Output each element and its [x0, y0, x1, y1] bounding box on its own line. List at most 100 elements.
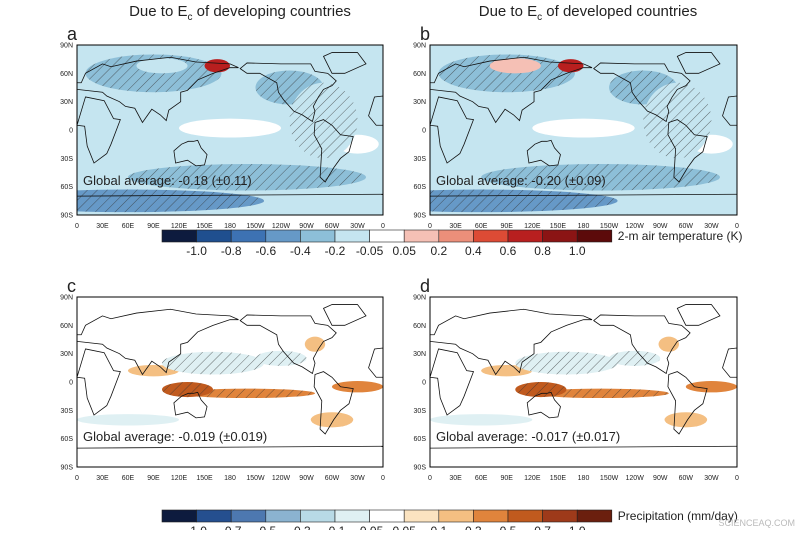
- colorbar-swatch: [196, 229, 232, 243]
- antarctic-coast: [77, 445, 383, 449]
- colorbar-tick-label: -0.6: [255, 244, 276, 258]
- significance-hatch: [289, 82, 358, 159]
- field-patch: [481, 365, 533, 377]
- colorbar-swatch: [473, 509, 509, 523]
- colorbar-tick-label: 0.5: [500, 524, 517, 530]
- colorbar-swatch: [507, 229, 543, 243]
- field-patch: [204, 59, 230, 73]
- colorbar-swatch: [542, 229, 578, 243]
- lon-label: 90E: [501, 223, 514, 230]
- field-patch: [304, 336, 326, 352]
- colorbar-swatch: [265, 509, 301, 523]
- lat-label: 30S: [61, 408, 74, 415]
- map-frame: [76, 44, 384, 216]
- lat-label: 60N: [60, 323, 73, 330]
- colorbar-tick-label: 0.4: [465, 244, 482, 258]
- colorbar-tick-label: -1.0: [186, 524, 207, 530]
- lon-label: 90E: [147, 475, 160, 482]
- coastline: [722, 347, 737, 378]
- lon-label: 120W: [272, 223, 291, 230]
- colorbar-swatch: [403, 509, 440, 523]
- coastline: [430, 96, 475, 164]
- lon-label: 90W: [299, 475, 314, 482]
- map-frame: [429, 44, 738, 216]
- global-average: Global average: -0.019 (±0.019): [83, 429, 267, 444]
- coastline: [77, 56, 239, 124]
- map-frame: [76, 296, 384, 468]
- coastline: [368, 95, 383, 126]
- lon-label: 120W: [272, 475, 291, 482]
- colorbar-swatch: [369, 229, 405, 243]
- lon-label: 150W: [600, 475, 619, 482]
- map: [77, 45, 383, 215]
- lat-label: 30N: [413, 99, 426, 106]
- colorbar-swatch: [300, 509, 336, 523]
- coastline: [173, 139, 208, 167]
- lat-label: 60N: [413, 323, 426, 330]
- antarctic-coast: [77, 193, 383, 197]
- coastline: [676, 304, 721, 326]
- field-patch: [332, 381, 383, 393]
- colorbar-tick-label: 0.8: [534, 244, 551, 258]
- title-rest: of developing countries: [192, 3, 350, 20]
- colorbar-tick-label: 1.0: [569, 524, 586, 530]
- colorbar-swatch: [230, 509, 267, 523]
- coastline: [77, 96, 121, 164]
- coastline: [667, 119, 708, 183]
- field-patch: [685, 381, 737, 393]
- field-patch: [664, 412, 708, 428]
- colorbar-tick-label: 0.6: [500, 244, 517, 258]
- field-patch: [310, 412, 354, 428]
- lon-label: 90W: [299, 223, 314, 230]
- coastline: [593, 62, 691, 123]
- lon-label: 150W: [600, 223, 619, 230]
- lon-label: 30W: [704, 223, 719, 230]
- lat-label: 30S: [414, 408, 427, 415]
- colorbar-swatch: [507, 509, 543, 523]
- coastline: [526, 391, 561, 419]
- coastline: [239, 62, 337, 123]
- coastline: [322, 52, 367, 74]
- lon-label: 60E: [122, 223, 135, 230]
- colorbar-swatch: [161, 509, 197, 523]
- lon-label: 180: [578, 475, 590, 482]
- significance-hatch: [481, 164, 720, 191]
- significance-hatch: [85, 54, 222, 93]
- lon-label: 180: [224, 223, 236, 230]
- lon-label: 90W: [653, 475, 668, 482]
- colorbar-tick-label: -0.4: [290, 244, 311, 258]
- lon-label: 90E: [501, 475, 514, 482]
- significance-hatch: [430, 189, 618, 213]
- field-patch: [557, 59, 584, 73]
- lon-label: 150E: [196, 475, 213, 482]
- lat-label: 90S: [414, 465, 427, 472]
- lat-label: 60S: [414, 436, 427, 443]
- panel-letter: d: [420, 276, 430, 296]
- coastline: [593, 314, 691, 375]
- colorbar-swatch: [576, 509, 613, 523]
- lon-label: 150E: [550, 223, 567, 230]
- lon-label: 90W: [653, 223, 668, 230]
- title-rest: of developed countries: [542, 3, 697, 20]
- significance-hatch: [128, 164, 366, 191]
- field-patch: [430, 414, 533, 426]
- lat-label: 30S: [414, 156, 427, 163]
- significance-hatch: [643, 82, 712, 159]
- lon-label: 60E: [475, 223, 488, 230]
- panel-letter: b: [420, 24, 430, 44]
- colorbar-swatch: [438, 509, 474, 523]
- map-frame: [429, 296, 738, 468]
- coastline: [77, 348, 121, 416]
- lon-label: 60E: [475, 475, 488, 482]
- lat-label: 60S: [61, 184, 74, 191]
- coastline: [322, 304, 367, 326]
- lat-label: 30N: [413, 351, 426, 358]
- colorbar-tick-label: -0.3: [290, 524, 311, 530]
- lat-label: 90S: [61, 213, 74, 220]
- panel-letter: a: [67, 24, 78, 44]
- colorbar-swatch: [334, 229, 370, 243]
- coastline: [430, 348, 475, 416]
- lon-label: 30E: [449, 475, 462, 482]
- lat-label: 30N: [60, 351, 73, 358]
- lat-label: 60N: [60, 71, 73, 78]
